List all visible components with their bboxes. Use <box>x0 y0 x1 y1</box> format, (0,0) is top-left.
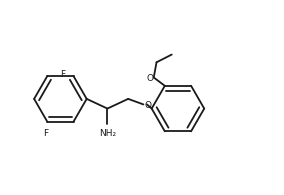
Text: F: F <box>43 129 49 138</box>
Text: NH₂: NH₂ <box>99 129 116 138</box>
Text: F: F <box>60 70 65 79</box>
Text: O: O <box>144 101 151 110</box>
Text: O: O <box>146 74 153 83</box>
